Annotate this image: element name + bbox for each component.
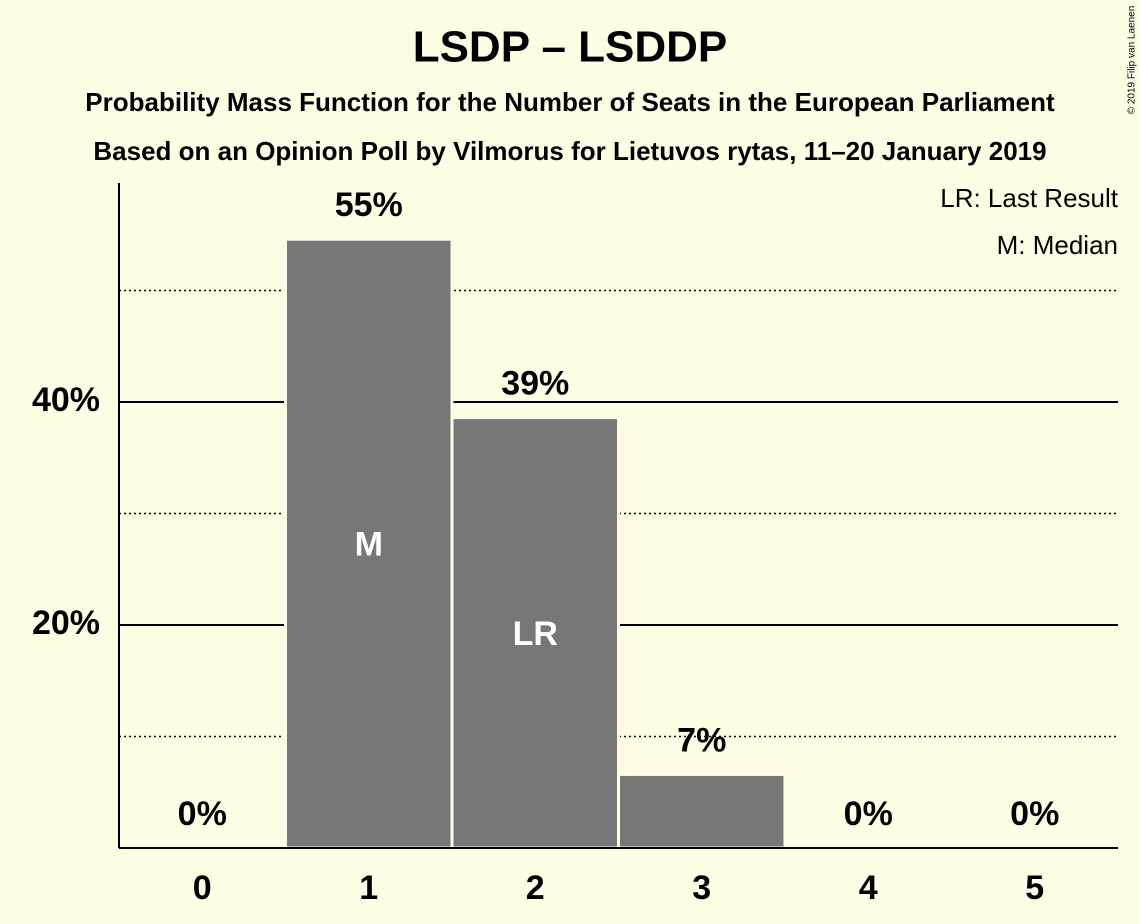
value-label: 0% xyxy=(1010,795,1059,833)
copyright: © 2019 Filip van Laenen xyxy=(1127,6,1138,115)
value-label: 7% xyxy=(677,721,726,759)
chart-title: LSDP – LSDDP xyxy=(413,23,728,72)
x-tick-label: 5 xyxy=(1025,869,1044,907)
bar-annotation: M xyxy=(355,526,383,564)
x-tick-label: 4 xyxy=(859,869,878,907)
bar xyxy=(450,416,620,850)
y-tick-label: 20% xyxy=(32,604,100,642)
value-label: 39% xyxy=(501,365,569,403)
x-tick-label: 3 xyxy=(692,869,711,907)
chart-subtitle: Probability Mass Function for the Number… xyxy=(85,87,1055,117)
value-label: 0% xyxy=(178,795,227,833)
chart-subtitle: Based on an Opinion Poll by Vilmorus for… xyxy=(93,136,1046,166)
x-tick-label: 0 xyxy=(193,869,212,907)
x-tick-label: 2 xyxy=(526,869,545,907)
x-tick-label: 1 xyxy=(359,869,378,907)
bar-annotation: LR xyxy=(513,615,558,653)
bar xyxy=(617,772,787,850)
legend-entry: LR: Last Result xyxy=(940,183,1119,213)
value-label: 55% xyxy=(335,186,403,224)
legend-entry: M: Median xyxy=(997,230,1118,260)
value-label: 0% xyxy=(844,795,893,833)
y-tick-label: 40% xyxy=(32,381,100,419)
